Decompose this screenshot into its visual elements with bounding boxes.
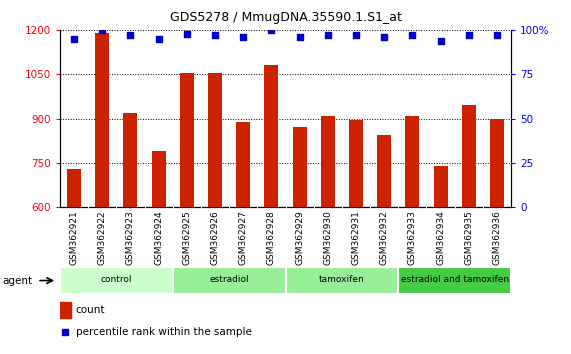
Bar — [490, 119, 504, 207]
Text: control: control — [100, 275, 132, 285]
Point — [267, 27, 276, 33]
Text: GSM362926: GSM362926 — [211, 210, 219, 265]
Text: tamoxifen: tamoxifen — [319, 275, 365, 285]
Bar — [151, 151, 166, 207]
Text: GSM362921: GSM362921 — [70, 210, 79, 265]
Bar — [60, 302, 71, 318]
Text: GSM362934: GSM362934 — [436, 210, 445, 265]
Bar — [180, 73, 194, 207]
Point — [126, 33, 135, 38]
Bar — [462, 105, 476, 207]
Text: GSM362932: GSM362932 — [380, 210, 389, 265]
Point — [154, 36, 163, 42]
Text: GSM362930: GSM362930 — [323, 210, 332, 265]
Point — [492, 33, 501, 38]
Text: agent: agent — [3, 275, 33, 286]
Text: GSM362925: GSM362925 — [182, 210, 191, 265]
Text: GSM362923: GSM362923 — [126, 210, 135, 265]
Point — [98, 27, 107, 33]
FancyBboxPatch shape — [60, 267, 173, 294]
Point — [295, 34, 304, 40]
Point — [239, 34, 248, 40]
Bar — [321, 116, 335, 207]
Bar — [264, 65, 279, 207]
Point — [182, 31, 191, 36]
Point — [408, 33, 417, 38]
Bar — [433, 166, 448, 207]
Text: GSM362922: GSM362922 — [98, 210, 107, 265]
Point — [323, 33, 332, 38]
Text: GSM362924: GSM362924 — [154, 210, 163, 265]
Text: count: count — [76, 305, 105, 315]
Text: GDS5278 / MmugDNA.35590.1.S1_at: GDS5278 / MmugDNA.35590.1.S1_at — [170, 11, 401, 24]
Text: percentile rank within the sample: percentile rank within the sample — [76, 327, 252, 337]
Text: GSM362927: GSM362927 — [239, 210, 248, 265]
Bar — [208, 73, 222, 207]
Point — [464, 33, 473, 38]
Point — [436, 38, 445, 44]
Text: estradiol: estradiol — [210, 275, 249, 285]
Text: GSM362928: GSM362928 — [267, 210, 276, 265]
Text: GSM362931: GSM362931 — [352, 210, 360, 265]
Text: GSM362935: GSM362935 — [464, 210, 473, 265]
Text: GSM362933: GSM362933 — [408, 210, 417, 265]
Point — [70, 36, 79, 42]
Point — [330, 233, 339, 238]
Point — [380, 34, 389, 40]
Text: GSM362929: GSM362929 — [295, 210, 304, 265]
FancyBboxPatch shape — [286, 267, 399, 294]
Bar — [236, 121, 250, 207]
Point — [351, 33, 360, 38]
Bar — [405, 116, 420, 207]
FancyBboxPatch shape — [399, 267, 511, 294]
Bar — [292, 127, 307, 207]
Point — [211, 33, 220, 38]
Text: GSM362936: GSM362936 — [492, 210, 501, 265]
Bar — [95, 33, 109, 207]
Bar — [377, 135, 391, 207]
Bar — [349, 120, 363, 207]
FancyBboxPatch shape — [173, 267, 286, 294]
Bar — [123, 113, 138, 207]
Bar — [67, 169, 81, 207]
Text: estradiol and tamoxifen: estradiol and tamoxifen — [401, 275, 509, 285]
